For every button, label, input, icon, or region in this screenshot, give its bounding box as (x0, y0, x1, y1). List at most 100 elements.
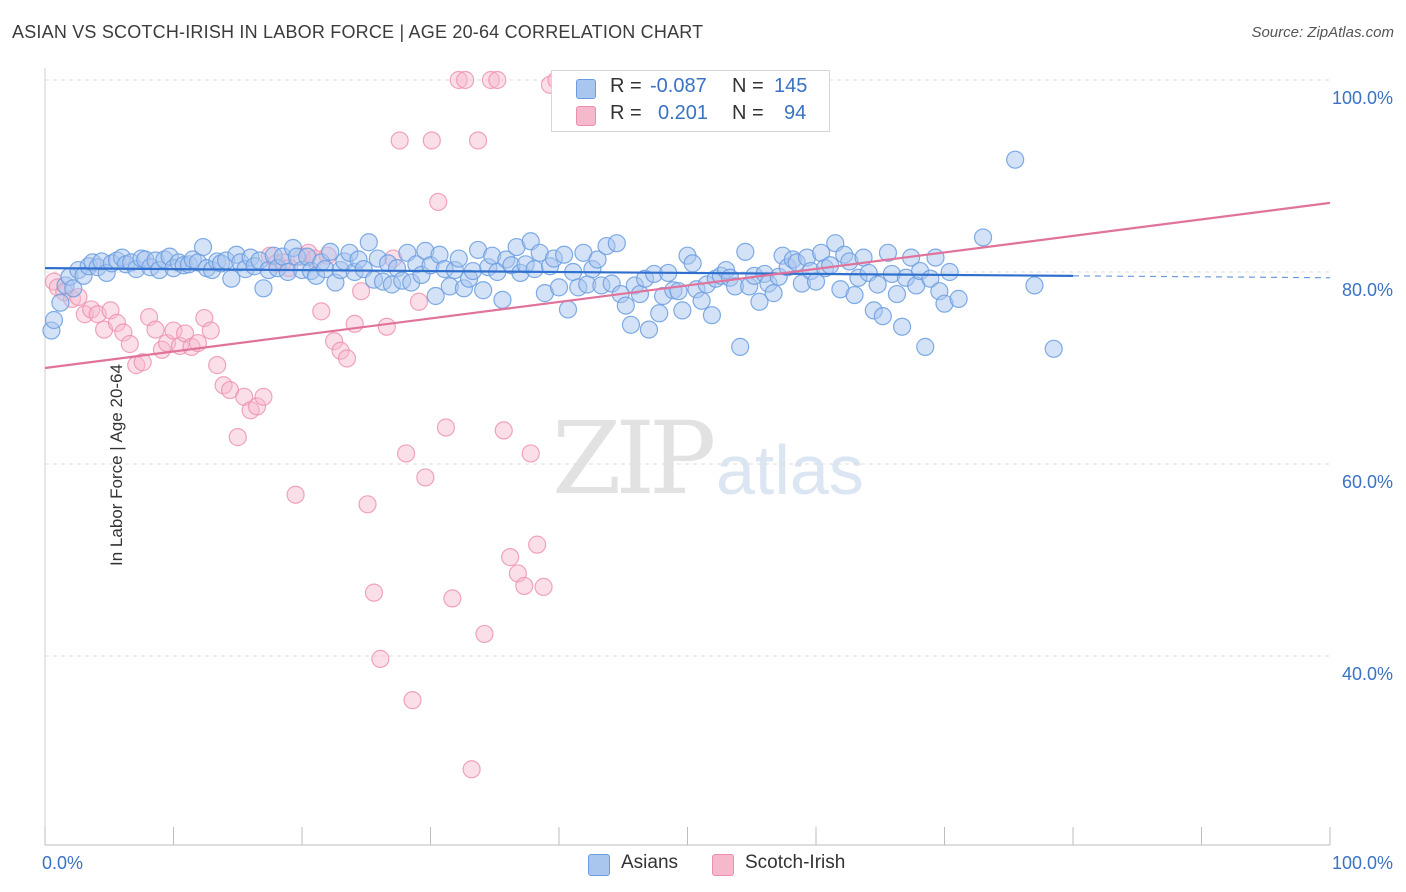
legend-n-label: N = (732, 75, 764, 97)
asian-point-86 (449, 249, 468, 268)
asian-point-1 (44, 310, 64, 330)
watermark-zip: ZIP (552, 400, 716, 517)
scotch-irish-point-29 (228, 428, 247, 447)
asian-point-179 (892, 317, 912, 336)
legend-swatch-asians (576, 79, 596, 99)
legend-r-label: R = (610, 102, 642, 124)
legend-r-value: 0.201 (658, 102, 709, 124)
scotch-irish-point-46 (337, 349, 357, 368)
scotch-irish-point-54 (390, 131, 409, 150)
bottom-legend-label-scotch-irish: Scotch-Irish (745, 852, 846, 873)
asian-point-45 (254, 279, 273, 298)
scotch-irish-point-32 (247, 397, 267, 416)
asian-point-178 (887, 284, 907, 304)
asian-point-174 (868, 275, 887, 294)
asian-point-67 (359, 233, 378, 252)
scotch-irish-point-12 (120, 334, 139, 354)
asian-point-108 (555, 245, 574, 264)
asian-point-32 (193, 237, 213, 257)
y-tick-label-3: 40.0% (1342, 664, 1393, 684)
asian-point-121 (616, 296, 635, 315)
scotch-irish-point-14 (133, 353, 152, 372)
asian-point-124 (630, 284, 650, 304)
y-tick-label-1: 80.0% (1342, 280, 1393, 300)
scotch-irish-trend-line (44, 201, 1331, 370)
scotch-irish-point-68 (481, 70, 500, 90)
trend-lines (44, 201, 1331, 370)
asian-point-169 (845, 285, 864, 305)
scotch-irish-point-70 (494, 421, 513, 440)
scotch-irish-point-42 (312, 302, 331, 321)
asian-point-146 (736, 242, 755, 261)
scotch-irish-point-73 (515, 576, 534, 596)
scotch-irish-point-11 (114, 323, 133, 342)
scotch-irish-point-76 (534, 577, 553, 596)
asian-point-152 (764, 284, 783, 303)
legend-r-label: R = (610, 75, 642, 97)
asian-point-135 (683, 254, 702, 273)
asian-point-107 (549, 278, 569, 297)
asian-point-91 (474, 281, 493, 300)
scotch-irish-point-50 (364, 583, 384, 602)
tick-labels: 100.0% 80.0% 60.0% 40.0% 0.0% 100.0% (42, 88, 1393, 873)
scotch-irish-point-57 (409, 292, 429, 311)
y-axis-label: In Labor Force | Age 20-64 (106, 364, 126, 566)
scotch-irish-point-56 (403, 691, 422, 710)
asian-point-133 (673, 301, 692, 320)
asian-point-189 (940, 262, 959, 282)
scotch-irish-point-16 (146, 320, 165, 339)
asian-point-109 (558, 300, 578, 319)
x-tick-label-max: 100.0% (1332, 853, 1393, 873)
scotch-irish-point-52 (377, 317, 396, 336)
asian-point-2 (51, 293, 70, 312)
asian-point-59 (321, 242, 340, 261)
scotch-irish-point-64 (456, 70, 475, 90)
asian-point-81 (426, 286, 445, 306)
scotch-irish-point-26 (208, 356, 227, 375)
asian-point-95 (493, 290, 512, 309)
source-credit: Source: ZipAtlas.com (1251, 24, 1394, 41)
scotch-irish-point-67 (475, 624, 494, 644)
scotch-irish-point-62 (443, 589, 462, 608)
scotch-irish-point-74 (521, 444, 540, 463)
asian-point-194 (1044, 339, 1063, 358)
x-tick-label-min: 0.0% (42, 853, 83, 873)
asian-point-5 (64, 279, 83, 298)
scotch-irish-point-38 (286, 485, 305, 504)
scotch-irish-point-65 (462, 760, 481, 779)
scotch-irish-point-25 (201, 321, 220, 340)
asian-point-175 (873, 307, 892, 326)
legend-n-value: 145 (774, 75, 808, 97)
asian-trend-extension (1072, 275, 1331, 279)
scotch-irish-point-10 (107, 313, 127, 332)
legend-row-scotch-irish: R = 0.201 N = 94 (552, 102, 829, 128)
asian-point-186 (926, 248, 945, 267)
scotch-irish-point-59 (422, 131, 441, 150)
scotch-irish-point-55 (396, 444, 416, 463)
asian-point-126 (639, 320, 659, 339)
scotch-irish-point-49 (358, 495, 377, 514)
legend-swatch-scotch-irish (576, 106, 596, 126)
correlation-legend: R = -0.087 N = 145 R = 0.201 N = 94 (551, 70, 830, 132)
asian-point-149 (750, 292, 769, 311)
scotch-irish-point-51 (371, 649, 390, 668)
asian-point-102 (525, 260, 544, 279)
watermark-atlas: atlas (716, 431, 864, 509)
scotch-irish-point-19 (164, 321, 183, 340)
asian-point-184 (916, 337, 935, 356)
asian-points (42, 150, 1063, 358)
legend-n-label: N = (732, 102, 764, 124)
bottom-legend-swatch-scotch-irish (712, 854, 734, 876)
asian-point-192 (1006, 150, 1025, 169)
asian-trend-line (44, 267, 1074, 277)
legend-n-value: 94 (784, 102, 807, 124)
asian-point-139 (702, 306, 722, 325)
grid-lines (45, 79, 1330, 657)
scotch-irish-point-33 (254, 387, 273, 406)
scotch-irish-point-58 (416, 468, 435, 487)
scotch-irish-points (44, 70, 665, 779)
chart-title: ASIAN VS SCOTCH-IRISH IN LABOR FORCE | A… (12, 22, 704, 42)
asian-point-115 (588, 250, 607, 269)
asian-point-119 (607, 234, 626, 253)
